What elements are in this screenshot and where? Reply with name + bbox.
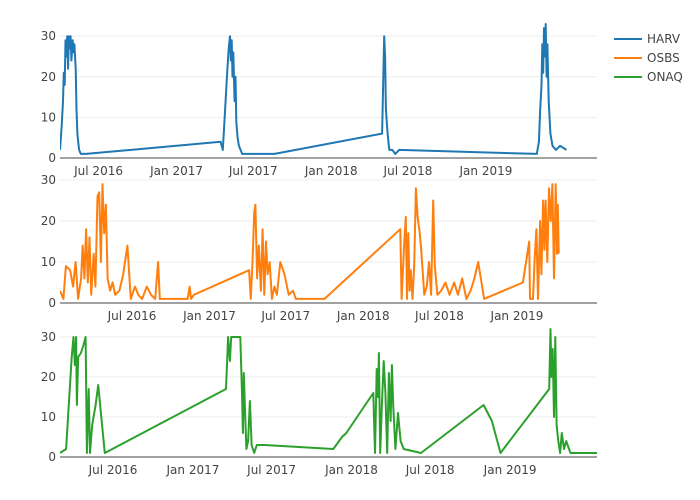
x-tick-label-harv: Jan 2018 [304,164,358,178]
x-tick-label-harv: Jul 2016 [73,164,123,178]
y-tick-label-onaq: 30 [41,330,56,344]
x-tick-label-osbs: Jul 2017 [260,309,310,323]
legend-label-harv: HARV [647,32,681,46]
y-tick-label-harv: 0 [48,151,56,165]
x-tick-label-osbs: Jan 2019 [490,309,544,323]
x-tick-label-osbs: Jan 2017 [182,309,236,323]
y-tick-label-osbs: 10 [41,255,56,269]
subplot-bottom: 0 10 20 30 Jul 2016 Jan 2017 Jul 2017 Jan 2018 J… [41,328,597,477]
x-tick-label-onaq: Jan 2018 [324,463,378,477]
series-line-harv [60,23,568,155]
x-tick-label-harv: Jul 2018 [383,164,433,178]
x-tick-label-osbs: Jul 2018 [414,309,464,323]
y-tick-label-osbs: 0 [48,296,56,310]
legend[interactable]: HARV OSBS ONAQ [614,32,683,84]
x-tick-label-osbs: Jul 2016 [107,309,157,323]
legend-item-onaq[interactable]: ONAQ [614,70,683,84]
y-tick-label-osbs: 30 [41,173,56,187]
legend-label-osbs: OSBS [647,51,680,65]
x-tick-label-onaq: Jul 2016 [88,463,138,477]
x-tick-label-onaq: Jul 2017 [246,463,296,477]
legend-item-osbs[interactable]: OSBS [614,51,680,65]
x-tick-label-osbs: Jan 2018 [336,309,390,323]
legend-label-onaq: ONAQ [647,70,683,84]
subplot-top: 0 10 20 30 Jul 2016 Jan 2017 Jul 2017 Jan 2018 J… [41,23,597,178]
x-tick-label-onaq: Jan 2019 [483,463,537,477]
series-line-onaq [60,328,597,454]
legend-item-harv[interactable]: HARV [614,32,681,46]
y-tick-label-onaq: 10 [41,410,56,424]
y-tick-label-onaq: 0 [48,450,56,464]
y-tick-label-onaq: 20 [41,370,56,384]
y-tick-label-harv: 10 [41,110,56,124]
x-tick-label-onaq: Jul 2018 [405,463,455,477]
y-tick-label-osbs: 20 [41,214,56,228]
y-tick-label-harv: 30 [41,29,56,43]
x-tick-label-harv: Jan 2019 [459,164,513,178]
subplot-panels: 0 10 20 30 Jul 2016 Jan 2017 Jul 2017 Jan 2018 J… [41,23,597,477]
y-tick-label-harv: 20 [41,70,56,84]
x-tick-label-harv: Jul 2017 [228,164,278,178]
subplot-middle: 0 10 20 30 Jul 2016 Jan 2017 Jul 2017 Jan 2018 J… [41,173,597,323]
x-tick-label-harv: Jan 2017 [149,164,203,178]
x-tick-label-onaq: Jan 2017 [166,463,220,477]
series-line-osbs [60,183,560,300]
